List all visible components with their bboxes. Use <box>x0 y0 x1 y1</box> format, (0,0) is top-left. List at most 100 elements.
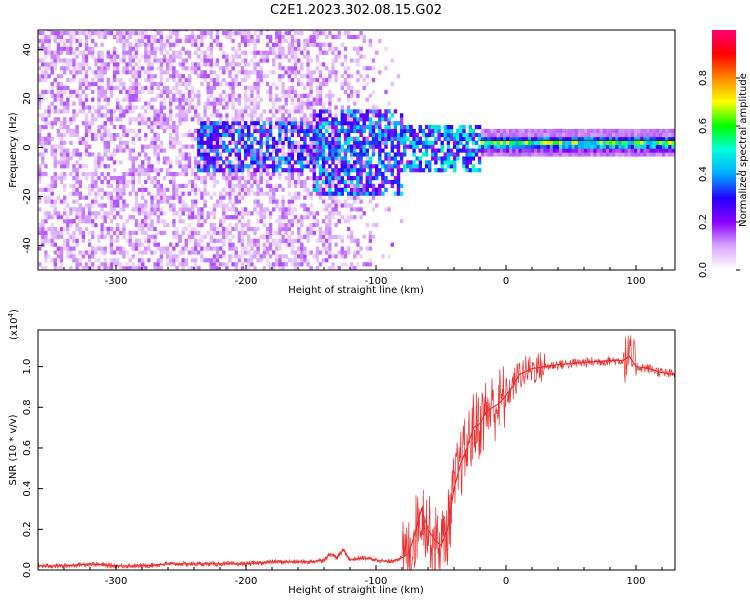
spectrogram-cell <box>125 105 129 110</box>
spectrogram-cell <box>44 34 48 40</box>
spectrogram-cell <box>359 140 363 145</box>
spectrogram-cell <box>47 136 51 141</box>
spectrogram-cell <box>356 262 360 267</box>
spectrogram-cell <box>247 31 251 36</box>
spectrogram-cell <box>97 66 101 71</box>
spectrogram-cell <box>119 191 123 196</box>
spectrogram-cell <box>256 121 260 126</box>
spectrogram-cell <box>256 160 260 165</box>
spectrogram-cell <box>181 230 185 235</box>
spectrogram-cell <box>106 97 110 102</box>
spectrogram-cell <box>612 128 616 134</box>
spectrogram-cell <box>44 74 48 79</box>
spectrogram-cell <box>340 176 344 181</box>
spectrogram-cell <box>293 89 298 94</box>
spectrogram-cell <box>200 128 204 134</box>
spectrogram-cell <box>131 74 135 79</box>
spectrogram-cell <box>81 207 86 212</box>
spectrogram-cell <box>621 148 625 153</box>
spectrogram-cell <box>175 234 179 239</box>
spectrogram-cell <box>134 85 139 90</box>
spectrogram-cell <box>75 199 79 204</box>
spectrogram-cell <box>97 203 101 208</box>
spectrogram-cell <box>63 125 67 130</box>
spectrogram-cell <box>331 168 335 173</box>
spectrogram-cell <box>580 136 585 141</box>
spectrogram-cell <box>87 31 92 36</box>
spectrogram-cell <box>147 176 151 181</box>
spectrogram-cell <box>234 199 238 204</box>
spectrogram-cell <box>284 93 288 98</box>
spectrogram-cell <box>150 97 154 102</box>
spectrogram-cell <box>112 132 117 138</box>
spectrogram-cell <box>50 58 54 63</box>
spectrogram-cell <box>353 215 357 220</box>
spectrogram-cell <box>50 54 54 59</box>
spectrogram-cell <box>290 156 295 161</box>
spectrogram-cell <box>315 238 320 243</box>
spectrogram-cell <box>206 46 210 51</box>
spectrogram-cell <box>297 226 301 232</box>
spectrogram-cell <box>91 234 95 239</box>
spectrogram-cell <box>518 132 522 138</box>
spectrogram-cell <box>59 89 64 94</box>
spectrogram-cell <box>290 30 295 32</box>
spectrogram-cell <box>287 74 291 79</box>
spectrogram-cell <box>94 117 98 122</box>
spectrogram-cell <box>162 156 167 161</box>
spectrogram-cell <box>144 172 148 177</box>
spectrogram-cell <box>646 136 650 141</box>
spectrogram-cell <box>509 148 513 153</box>
spectrogram-cell <box>325 121 329 126</box>
spectrogram-cell <box>268 223 273 228</box>
spectrogram-cell <box>293 266 298 270</box>
spectrogram-cell <box>300 262 304 267</box>
spectrogram-cell <box>568 148 572 153</box>
spectrogram-cell <box>390 81 394 87</box>
spectrogram-cell <box>78 152 82 157</box>
spectrogram-cell <box>97 78 101 83</box>
spectrogram-cell <box>253 140 257 145</box>
spectrogram-cell <box>287 164 291 169</box>
spectrogram-cell <box>350 215 354 220</box>
spectrogram-cell <box>624 144 628 149</box>
spectrogram-cell <box>387 136 391 141</box>
spectrogram-cell <box>256 191 260 196</box>
spectrogram-cell <box>106 144 110 149</box>
spectrogram-cell <box>331 234 335 239</box>
spectrogram-cell <box>47 211 51 216</box>
spectrogram-cell <box>343 199 348 204</box>
spectrogram-cell <box>47 42 51 47</box>
spectrogram-cell <box>134 30 139 32</box>
spectrogram-cell <box>141 219 145 224</box>
spectrogram-cell <box>256 168 260 173</box>
spectrogram-cell <box>668 128 672 134</box>
spectrogram-cell <box>512 144 516 149</box>
spectrogram-cell <box>103 226 107 232</box>
spectrogram-cell <box>225 101 229 106</box>
spectrogram-cell <box>265 58 270 63</box>
spectrogram-cell <box>153 136 157 141</box>
spectrogram-cell <box>362 38 366 43</box>
spectrogram-cell <box>587 140 591 145</box>
spectrogram-cell <box>175 34 179 40</box>
spectrogram-cell <box>356 89 360 94</box>
spectrogram-cell <box>125 70 129 75</box>
spectrogram-cell <box>172 179 176 185</box>
spectrogram-cell <box>178 54 182 59</box>
spectrogram-cell <box>172 93 176 98</box>
spectrogram-cell <box>212 179 217 185</box>
spectrogram-cell <box>293 105 298 110</box>
spectrogram-cell <box>328 246 332 251</box>
spectrogram-cell <box>137 136 142 141</box>
spectrogram-cell <box>81 172 86 177</box>
spectrogram-cell <box>184 38 188 43</box>
spectrogram-cell <box>59 34 64 40</box>
spectrogram-cell <box>87 254 92 259</box>
spectrogram-cell <box>53 31 57 36</box>
spectrogram-cell <box>212 128 217 134</box>
spectrogram-cell <box>396 152 401 157</box>
spectrogram-cell <box>228 85 232 90</box>
spectrogram-cell <box>665 144 669 149</box>
